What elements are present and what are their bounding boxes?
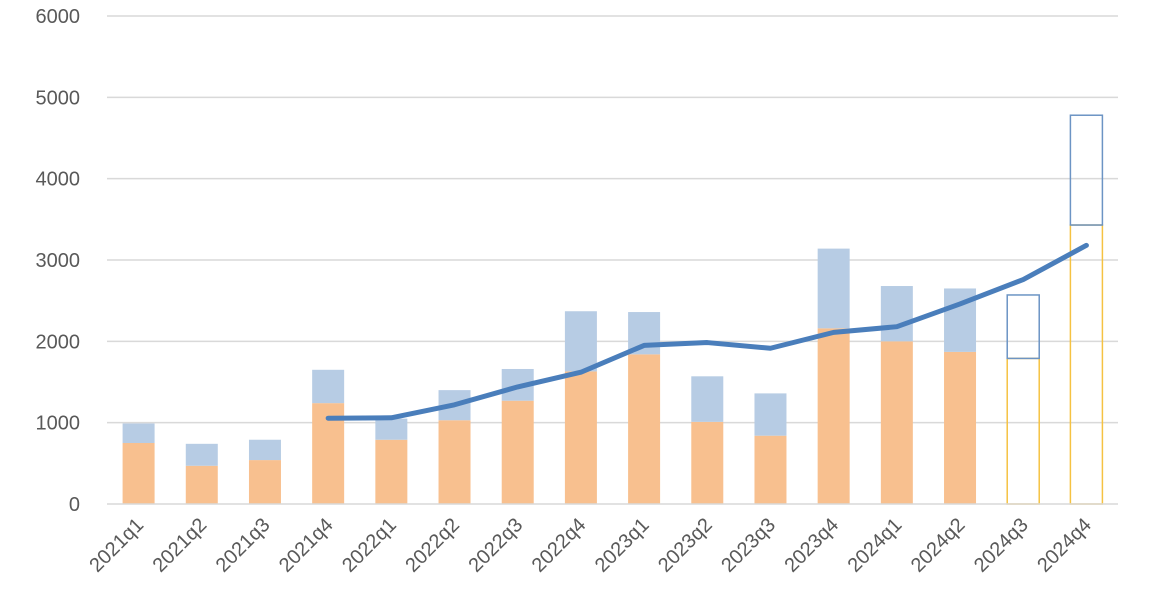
y-tick-label: 6000 (36, 6, 81, 28)
bar-base (375, 439, 408, 504)
bar-top (754, 393, 787, 436)
y-tick-label: 2000 (36, 331, 81, 353)
bar-top (564, 311, 597, 372)
y-tick-label: 3000 (36, 250, 81, 272)
bar-base (564, 371, 597, 504)
bar-base (438, 420, 471, 504)
bar-base (944, 351, 977, 504)
projected-bar-top (1069, 114, 1104, 226)
bar-top (248, 439, 281, 461)
bar-top (817, 248, 850, 329)
bar-base (880, 341, 913, 504)
trend-line-layer (325, 242, 1089, 421)
bar-base (754, 435, 787, 504)
projected-bar-top (1006, 294, 1040, 360)
bar-base (248, 460, 281, 504)
bar-base (122, 443, 155, 504)
trend-line (325, 242, 1089, 421)
bar-top (691, 376, 724, 422)
bar-base (185, 465, 218, 504)
bar-top (375, 418, 408, 440)
y-axis-tick-labels: 0 1000 2000 3000 4000 5000 6000 (36, 6, 81, 516)
bar-top (312, 369, 345, 404)
bar-top (122, 423, 155, 443)
bar-top (880, 286, 913, 342)
bar-top (185, 443, 218, 466)
bar-base (817, 328, 850, 504)
y-tick-label: 0 (69, 494, 80, 516)
bar-base (691, 421, 724, 504)
bar-base (501, 400, 534, 504)
y-tick-label: 5000 (36, 87, 81, 109)
y-tick-label: 4000 (36, 169, 81, 191)
y-tick-label: 1000 (36, 413, 81, 435)
bars (122, 114, 1104, 505)
bar-base (628, 354, 661, 504)
